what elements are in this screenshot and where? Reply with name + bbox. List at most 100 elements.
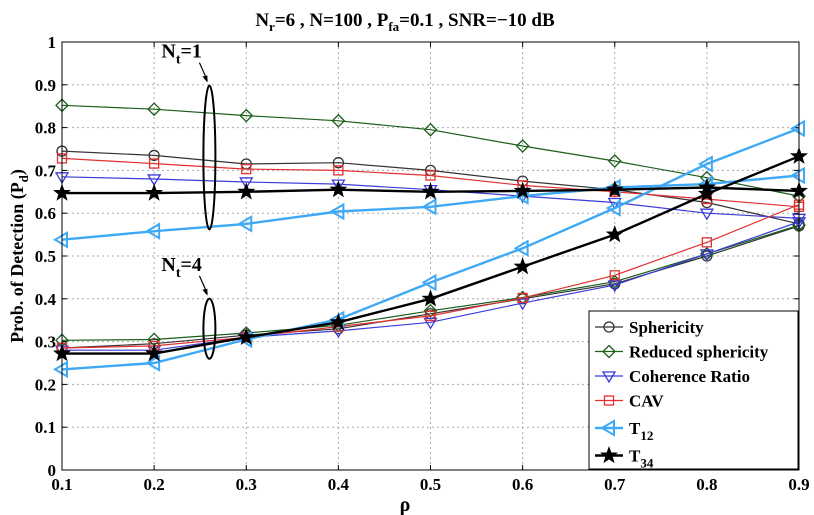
series-line: [61, 127, 800, 371]
legend-entry: T12: [595, 419, 653, 443]
data-point: [148, 158, 160, 169]
x-tick-label: 0.7: [604, 475, 626, 494]
data-point: [515, 139, 530, 153]
data-point: [697, 184, 716, 202]
data-point: [607, 154, 622, 168]
series-line: [61, 157, 800, 208]
data-point: [146, 174, 162, 187]
legend-marker: [602, 344, 616, 359]
data-point: [699, 249, 715, 262]
data-point: [237, 215, 253, 233]
legend-box: [588, 310, 799, 470]
data-point: [605, 225, 624, 243]
data-point: [145, 344, 164, 362]
y-tick-label: 0.5: [35, 247, 56, 266]
series-5: [52, 146, 809, 362]
data-point: [515, 298, 530, 311]
series-layer: [52, 98, 809, 379]
data-point: [423, 303, 438, 318]
y-tick-label: 0.4: [35, 290, 57, 309]
data-point: [790, 166, 805, 185]
legend-label: Reduced sphericity: [629, 343, 769, 362]
data-point: [145, 183, 164, 201]
data-point: [241, 163, 252, 175]
data-point: [790, 119, 805, 138]
data-point: [329, 312, 348, 330]
data-point: [147, 102, 162, 117]
data-point: [421, 273, 437, 292]
data-point: [423, 317, 438, 330]
series-line: [61, 104, 800, 197]
data-point: [237, 182, 256, 200]
data-point: [607, 197, 622, 210]
data-point: [145, 222, 161, 240]
data-point: [421, 198, 437, 216]
data-point: [421, 182, 440, 200]
annotation-ellipse: [202, 297, 217, 360]
legend-marker: [601, 371, 617, 384]
legend-entry: T34: [595, 446, 654, 471]
data-point: [513, 257, 532, 275]
annotation-ellipse: [202, 84, 217, 231]
legend-entry: Sphericity: [595, 318, 704, 337]
y-tick-label: 0: [48, 461, 57, 480]
y-tick-label: 1: [48, 33, 57, 52]
annotation-arrowhead: [202, 75, 208, 83]
y-tick-label: 0.1: [35, 418, 56, 437]
data-point: [239, 108, 254, 123]
data-point: [699, 208, 715, 221]
series-4: [53, 119, 805, 379]
y-tick-label: 0.6: [35, 204, 56, 223]
x-tick-label: 0.2: [144, 475, 165, 494]
data-point: [425, 310, 436, 322]
data-point: [517, 292, 528, 304]
data-point: [421, 289, 440, 307]
legend-marker: [603, 395, 615, 406]
x-tick-label: 0.3: [236, 475, 257, 494]
data-point: [332, 157, 345, 169]
series-line: [62, 221, 800, 351]
series-line: [61, 174, 800, 241]
data-point: [423, 122, 438, 137]
data-point: [237, 327, 256, 345]
x-tick-label: 0.1: [51, 475, 72, 494]
annotation-label: Nt=4: [161, 254, 202, 281]
data-point: [607, 280, 622, 293]
y-tick-label: 0.9: [35, 76, 56, 95]
series-line: [61, 204, 800, 349]
data-point: [425, 170, 436, 181]
data-point: [605, 180, 624, 198]
x-axis-label: ρ: [400, 494, 411, 515]
data-point: [513, 181, 532, 199]
legend-entry: Reduced sphericity: [595, 343, 769, 362]
data-point: [53, 360, 68, 379]
plot-frame: [61, 41, 800, 471]
legend: Sphericity Reduced sphericity Coherence Ra…: [588, 310, 799, 471]
data-point: [329, 180, 348, 198]
data-point: [697, 155, 713, 173]
y-tick-label: 0.3: [35, 333, 56, 352]
x-tick-label: 0.8: [696, 475, 717, 494]
y-tick-label: 0.7: [35, 161, 57, 180]
x-tick-label: 0.4: [328, 475, 350, 494]
y-axis-label: Prob. of Detection (Pd): [7, 169, 31, 343]
data-point: [331, 179, 346, 192]
data-point: [701, 237, 713, 248]
legend-entry: Coherence Ratio: [595, 367, 750, 386]
data-point: [609, 270, 620, 281]
data-point: [239, 177, 254, 190]
legend-marker: [603, 321, 615, 333]
legend-label: CAV: [629, 392, 664, 411]
axis-ticks: 0.1 0.2 0.3 0.4 0.5 0.6 0.7 0.8 0.900.10.20.30.4…: [35, 33, 810, 494]
x-tick-label: 0.6: [512, 475, 533, 494]
y-tick-label: 0.8: [35, 119, 56, 138]
series-line: [61, 225, 800, 349]
legend-marker: [600, 419, 615, 437]
y-tick-label: 0.2: [35, 375, 56, 394]
data-point: [145, 354, 161, 372]
annotation-arrowhead: [202, 288, 208, 296]
legend-label: Coherence Ratio: [629, 367, 750, 386]
legend-label: T34: [629, 447, 654, 471]
data-point: [329, 202, 345, 221]
